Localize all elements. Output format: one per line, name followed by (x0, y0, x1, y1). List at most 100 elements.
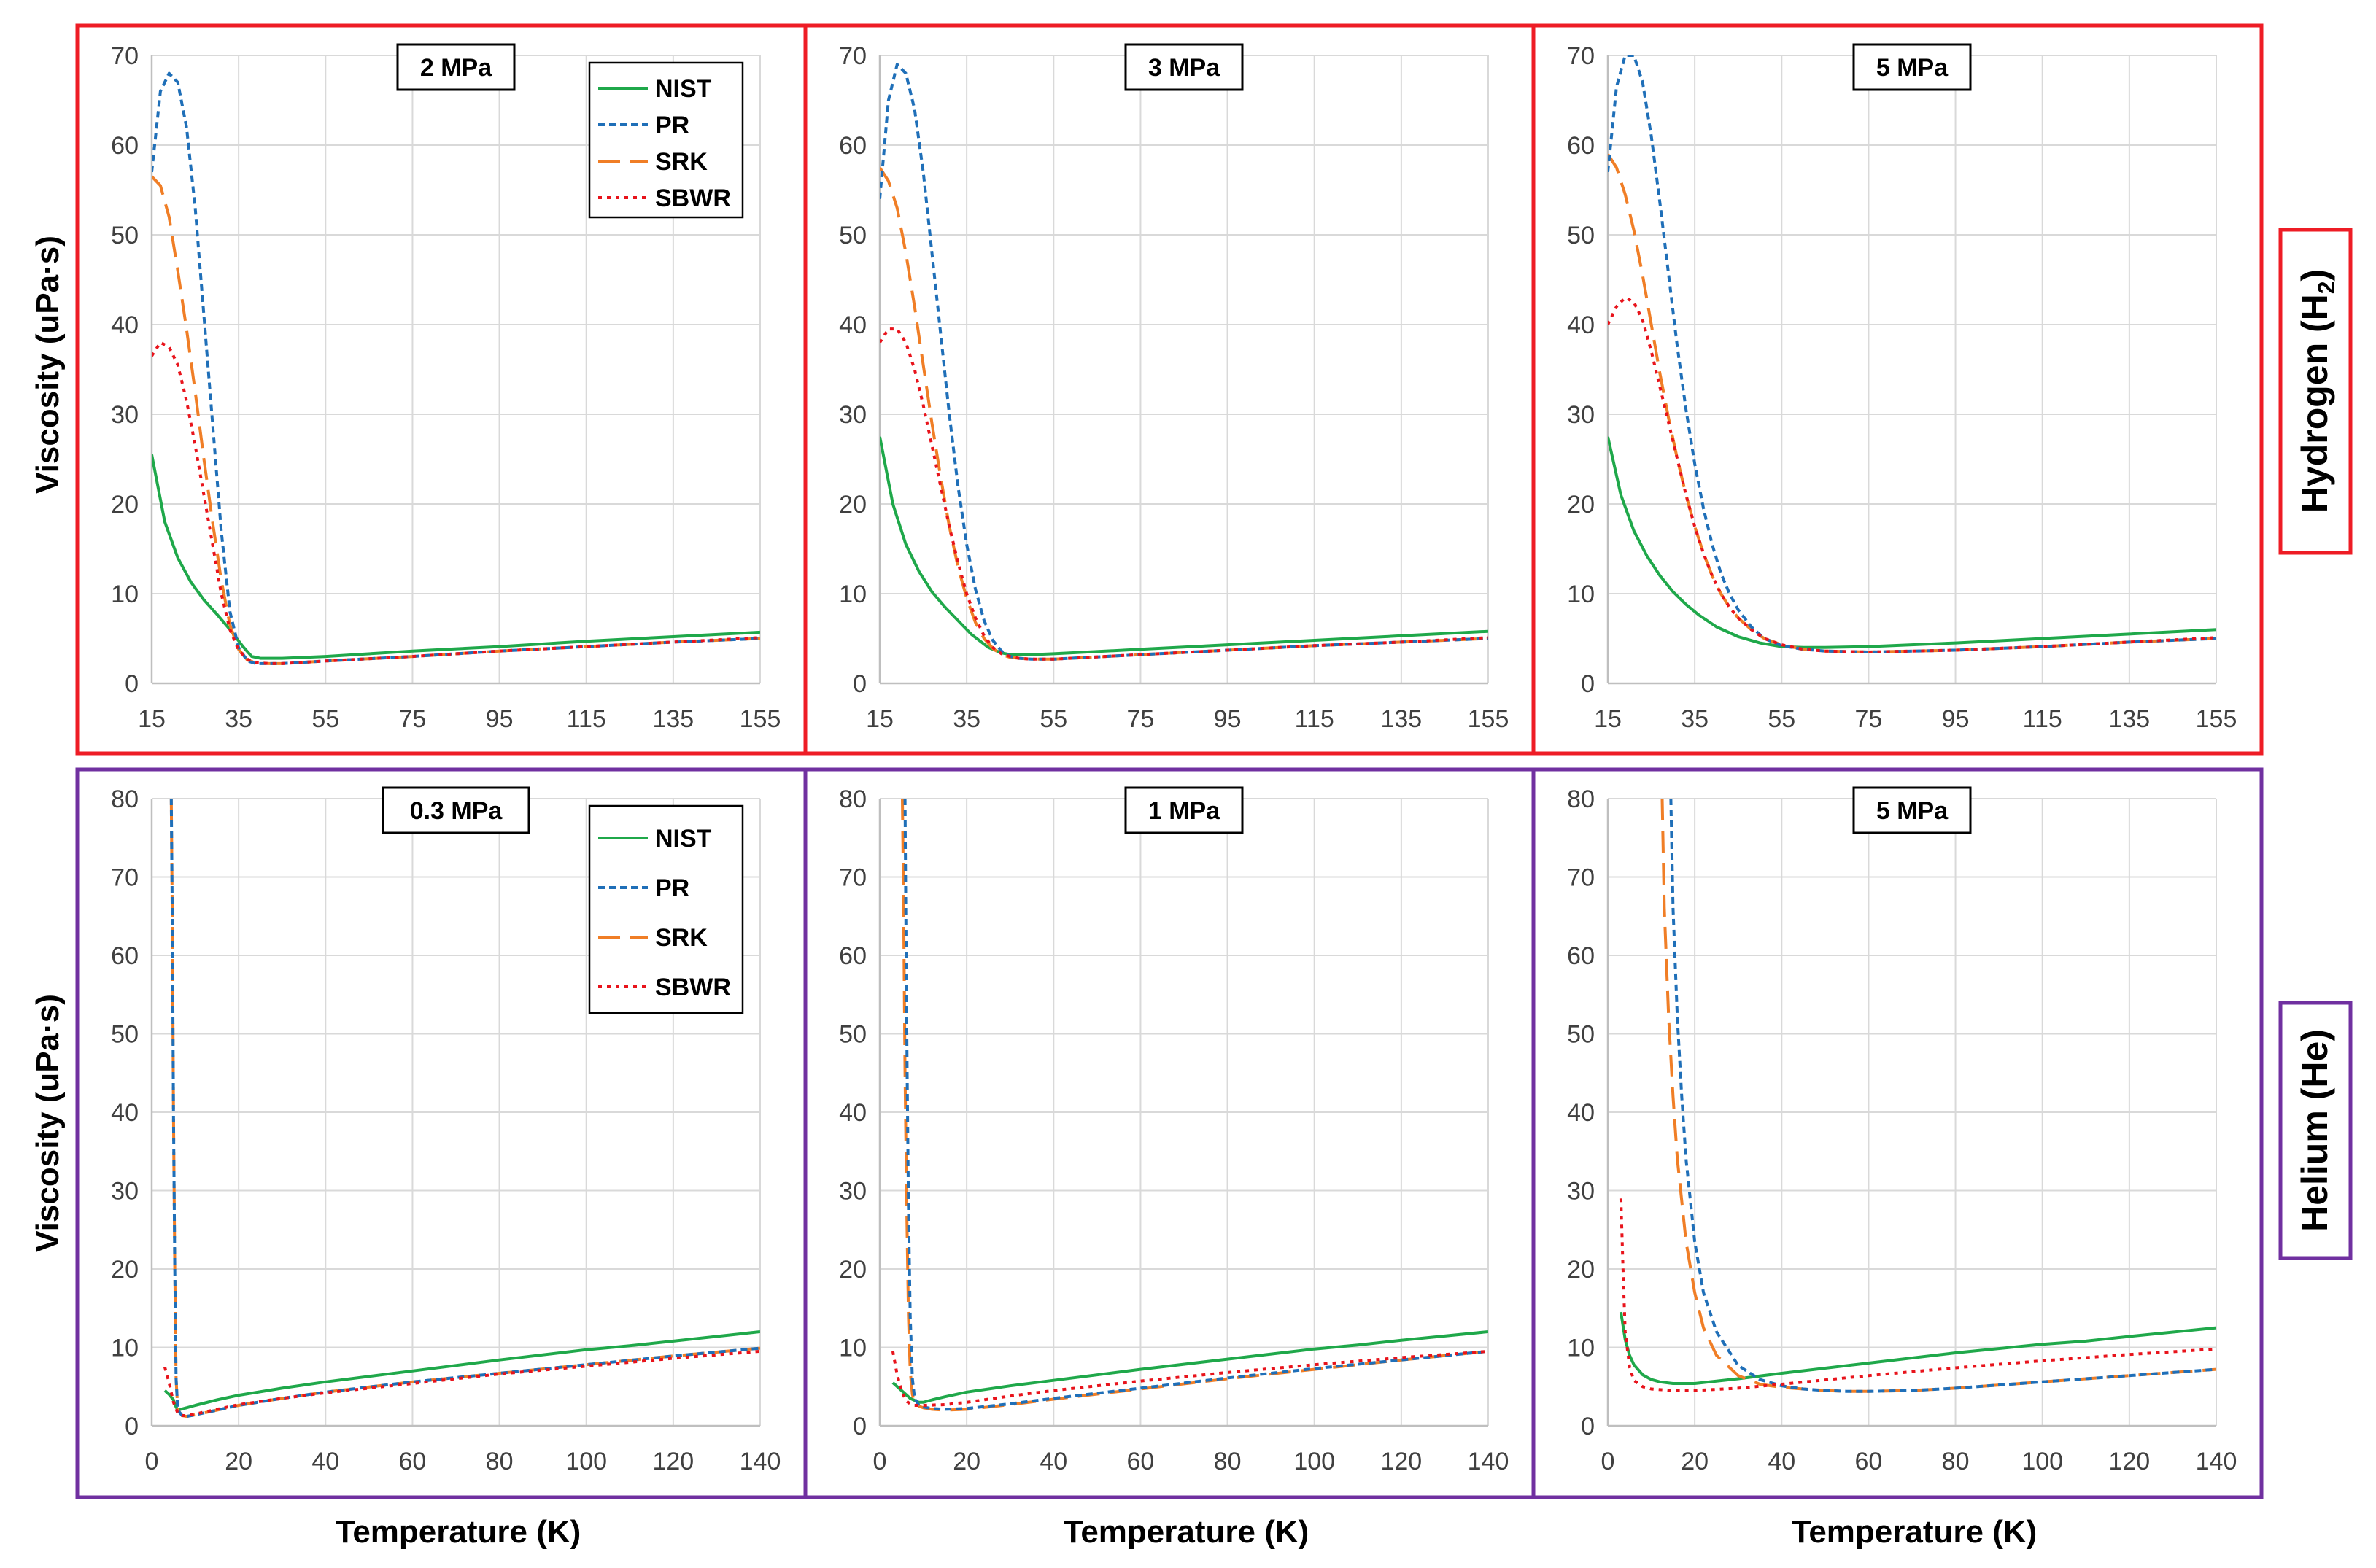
series-line-srk (169, 799, 760, 1418)
series-line-sbwr (1608, 296, 2216, 653)
x-axis-title-3: Temperature (K) (1792, 1514, 2038, 1550)
y-tick-label: 50 (111, 222, 139, 249)
y-tick-label: 0 (1581, 1413, 1595, 1440)
y-tick-label: 80 (111, 785, 139, 813)
panel-title-box (1124, 43, 1244, 91)
x-axis-title-2: Temperature (K) (1064, 1514, 1309, 1550)
legend-box (588, 804, 744, 1014)
legend-label-pr: PR (655, 112, 689, 139)
y-tick-label: 40 (839, 1099, 867, 1127)
legend-label-srk: SRK (655, 924, 708, 952)
y-tick-label: 20 (111, 491, 139, 519)
y-tick-label: 0 (853, 670, 867, 698)
y-tick-label: 70 (111, 42, 139, 70)
series-line-sbwr (880, 327, 1488, 661)
series-line-sbwr (163, 1349, 760, 1417)
series-line-nist (891, 1330, 1488, 1404)
legend-label-srk: SRK (655, 148, 708, 176)
hydrogen-frame-3 (1531, 23, 2264, 756)
chart-h2-3mpa: 15 35 55 75 95 115 135 155 0 10 20 30 40 50 60 70 3 MPa (839, 42, 1509, 733)
panel-title-box (1124, 786, 1244, 834)
x-tick-label: 60 (1127, 1448, 1155, 1475)
hydrogen-frame-2 (803, 23, 1536, 756)
x-tick-label: 115 (1295, 705, 1334, 733)
panel-title: 5 MPa (1876, 797, 1949, 825)
y-tick-label: 40 (1567, 311, 1595, 339)
x-tick-label: 100 (1293, 1448, 1335, 1475)
series-group (152, 71, 760, 665)
x-tick-label: 55 (311, 705, 339, 733)
x-tick-label: 15 (1594, 705, 1622, 733)
hydrogen-label-main: Hydrogen (H (2294, 294, 2335, 513)
y-tick-label: 10 (839, 1335, 867, 1362)
x-tick-label: 35 (1681, 705, 1709, 733)
x-tick-label: 115 (2023, 705, 2062, 733)
x-tick-label: 55 (1040, 705, 1067, 733)
helium-frame-3 (1531, 767, 2264, 1499)
y-tick-label: 0 (1581, 670, 1595, 698)
legend-label-pr: PR (655, 874, 689, 902)
helium-frame-2 (803, 767, 1536, 1499)
panel-title: 2 MPa (420, 54, 492, 82)
series-line-srk (1660, 799, 2216, 1393)
x-tick-label: 120 (1380, 1448, 1422, 1475)
y-tick-label: 50 (111, 1021, 139, 1049)
x-tick-label: 80 (1942, 1448, 1970, 1475)
x-tick-label: 80 (1214, 1448, 1242, 1475)
chart-he-1mpa: 0 20 40 60 80 100 120 140 0 10 20 30 40 50 60 70 80 1 MPa (839, 785, 1509, 1475)
hydrogen-frames (75, 23, 2264, 756)
x-tick-label: 40 (311, 1448, 339, 1475)
x-tick-label: 60 (399, 1448, 427, 1475)
series-line-srk (152, 175, 760, 665)
y-tick-label: 30 (111, 401, 139, 429)
x-tick-label: 80 (486, 1448, 514, 1475)
y-tick-label: 30 (1567, 1178, 1595, 1206)
y-tick-label: 0 (125, 670, 139, 698)
panel-title: 0.3 MPa (410, 797, 503, 825)
x-tick-label: 140 (1468, 1448, 1509, 1475)
x-tick-label: 75 (1855, 705, 1883, 733)
series-group (891, 799, 1488, 1412)
y-tick-label: 70 (839, 42, 867, 70)
y-tick-label: 50 (839, 222, 867, 249)
series-group (163, 799, 760, 1418)
chart-h2-5mpa: 15 35 55 75 95 115 135 155 0 10 20 30 40 50 60 70 5 MPa (1567, 42, 2237, 733)
panel-title: 5 MPa (1876, 54, 1949, 82)
y-tick-label: 70 (1567, 42, 1595, 70)
x-tick-label: 60 (1855, 1448, 1883, 1475)
y-tick-label: 10 (111, 1335, 139, 1362)
x-tick-label: 100 (565, 1448, 607, 1475)
x-tick-label: 155 (2196, 705, 2237, 733)
x-tick-label: 35 (225, 705, 252, 733)
panel-title-box (1852, 43, 1972, 91)
x-tick-label: 140 (740, 1448, 781, 1475)
legend-label-sbwr: SBWR (655, 974, 731, 1001)
y-tick-label: 0 (125, 1413, 139, 1440)
x-tick-label: 115 (567, 705, 606, 733)
series-line-sbwr (1619, 1198, 2216, 1392)
x-tick-label: 140 (2196, 1448, 2237, 1475)
y-tick-label: 60 (111, 132, 139, 160)
series-line-pr (880, 63, 1488, 661)
series-line-srk (1608, 153, 2216, 653)
x-tick-label: 35 (953, 705, 980, 733)
y-tick-label: 80 (1567, 785, 1595, 813)
x-tick-label: 95 (1214, 705, 1242, 733)
panel-title-box (382, 786, 530, 834)
y-tick-label: 30 (839, 1178, 867, 1206)
series-line-nist (880, 436, 1488, 656)
x-tick-label: 0 (873, 1448, 887, 1475)
x-tick-label: 120 (652, 1448, 694, 1475)
x-tick-label: 155 (740, 705, 781, 733)
series-line-pr (1669, 799, 2216, 1393)
y-tick-label: 60 (111, 942, 139, 970)
series-line-srk (901, 799, 1488, 1412)
x-tick-label: 15 (138, 705, 166, 733)
x-tick-label: 75 (1127, 705, 1155, 733)
x-tick-label: 20 (225, 1448, 252, 1475)
helium-row-label: Helium (He) (2294, 1029, 2335, 1232)
x-tick-label: 75 (399, 705, 427, 733)
panel-title-box (1852, 786, 1972, 834)
y-tick-label: 10 (1567, 581, 1595, 608)
series-line-nist (152, 454, 760, 660)
